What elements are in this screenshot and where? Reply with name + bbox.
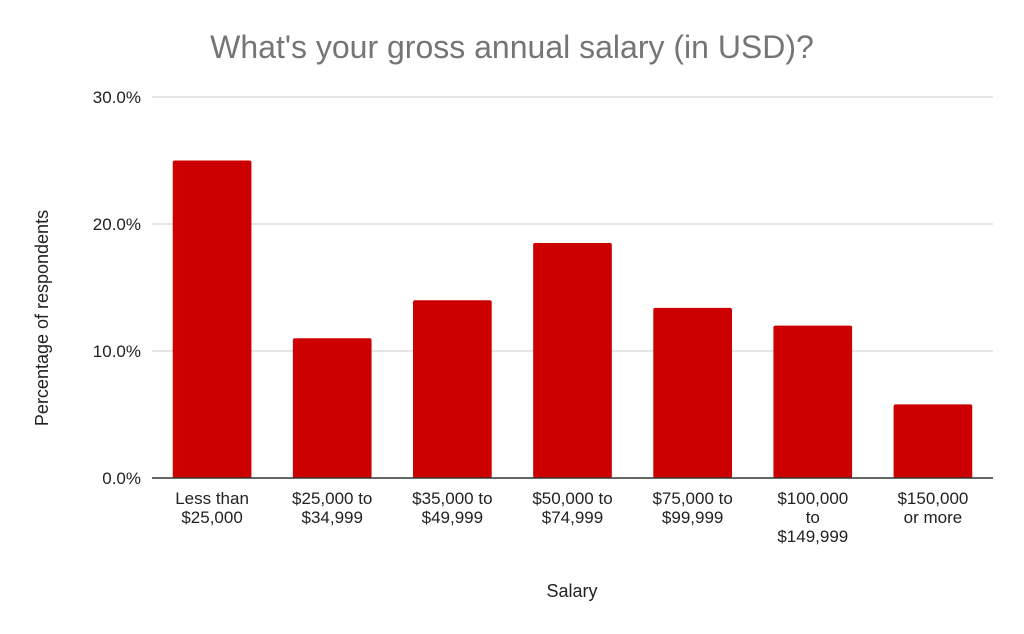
- bar: [172, 160, 252, 478]
- bar: [893, 404, 973, 478]
- bar: [653, 307, 732, 478]
- x-tick-label: $100,000 to $149,999: [777, 489, 848, 546]
- y-tick-label: 30.0%: [93, 88, 141, 107]
- x-tick-label: $35,000 to $49,999: [412, 489, 492, 527]
- x-tick-label: $150,000 or more: [897, 489, 968, 527]
- y-tick-label: 20.0%: [93, 215, 141, 234]
- bars: [172, 160, 973, 478]
- bar: [413, 300, 492, 478]
- y-axis-ticks: 0.0% 10.0% 20.0% 30.0%: [93, 88, 141, 488]
- chart-title: What's your gross annual salary (in USD)…: [210, 29, 814, 65]
- x-tick-label: Less than $25,000: [175, 489, 249, 527]
- x-tick-label: $25,000 to $34,999: [292, 489, 372, 527]
- x-tick-label: $50,000 to $74,999: [532, 489, 612, 527]
- y-tick-label: 10.0%: [93, 342, 141, 361]
- bar: [292, 338, 372, 478]
- bar: [533, 243, 612, 478]
- y-axis-title: Percentage of respondents: [32, 210, 52, 426]
- x-axis-title: Salary: [546, 581, 597, 601]
- bar: [773, 325, 853, 478]
- x-axis-ticks: Less than $25,000 $25,000 to $34,999 $35,000…: [175, 489, 968, 546]
- x-tick-label: $75,000 to $99,999: [652, 489, 732, 527]
- y-tick-label: 0.0%: [102, 469, 141, 488]
